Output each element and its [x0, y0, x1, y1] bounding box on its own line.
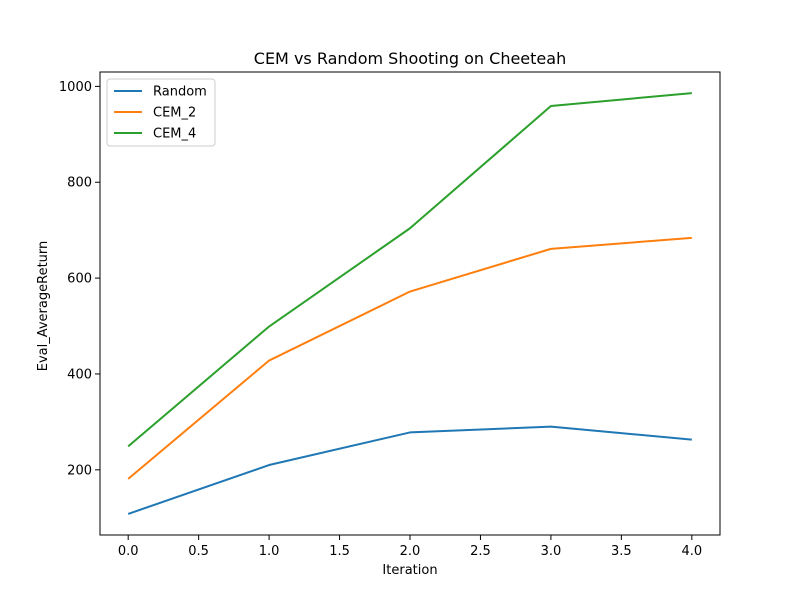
series-line-cem-2 [127, 236, 692, 480]
plot-area: 0.0 0.5 1.0 1.5 2.0 2.5 3.0 3.5 4.0 200 400 600 800 1… [59, 71, 721, 559]
x-axis-label: Iteration [382, 563, 437, 578]
series-line-cem-4 [127, 92, 692, 448]
x-tick-label: 0.5 [188, 544, 209, 559]
y-axis-label: Eval_AverageReturn [36, 241, 51, 372]
legend-label-random: Random [153, 85, 207, 100]
x-tick-label: 0.0 [118, 544, 139, 559]
legend: Random CEM_2 CEM_4 [106, 78, 216, 147]
legend-label-cem-2: CEM_2 [153, 106, 196, 121]
legend-label-cem-4: CEM_4 [153, 127, 196, 142]
x-tick-label: 1.0 [259, 544, 280, 559]
y-tick-label: 1000 [59, 80, 92, 95]
legend-box [106, 78, 216, 147]
series-line-random [127, 425, 692, 515]
y-tick-label: 800 [67, 176, 92, 191]
chart-title: CEM vs Random Shooting on Cheeteah [254, 49, 566, 68]
x-tick-label: 1.5 [329, 544, 350, 559]
y-tick-label: 400 [67, 367, 92, 382]
y-tick-label: 200 [67, 463, 92, 478]
x-tick-label: 3.5 [611, 544, 632, 559]
y-tick-label: 600 [67, 272, 92, 287]
x-tick-label: 3.0 [541, 544, 562, 559]
x-tick-label: 2.0 [400, 544, 421, 559]
x-tick-label: 4.0 [681, 544, 702, 559]
x-tick-label: 2.5 [470, 544, 491, 559]
